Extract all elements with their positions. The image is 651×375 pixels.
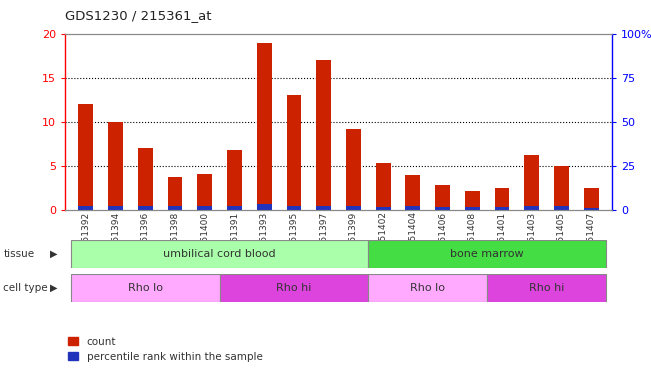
Bar xyxy=(495,207,509,210)
Bar xyxy=(465,192,480,210)
Bar xyxy=(79,104,93,210)
Bar xyxy=(286,96,301,210)
Bar xyxy=(584,208,598,210)
Bar xyxy=(138,206,153,210)
Bar xyxy=(286,206,301,210)
Bar xyxy=(108,207,123,210)
Bar xyxy=(376,163,391,210)
Bar xyxy=(219,274,368,302)
Bar xyxy=(524,206,539,210)
Text: umbilical cord blood: umbilical cord blood xyxy=(163,249,276,259)
Bar xyxy=(138,148,153,210)
Bar xyxy=(376,207,391,210)
Bar xyxy=(465,207,480,210)
Text: ▶: ▶ xyxy=(49,249,57,259)
Text: Rho hi: Rho hi xyxy=(276,283,312,293)
Bar xyxy=(554,166,569,210)
Bar xyxy=(554,206,569,210)
Bar xyxy=(227,150,242,210)
Bar xyxy=(368,240,606,268)
Bar xyxy=(495,188,509,210)
Bar xyxy=(256,43,271,210)
Bar xyxy=(197,174,212,210)
Bar xyxy=(108,122,123,210)
Bar xyxy=(71,274,219,302)
Text: ▶: ▶ xyxy=(49,283,57,292)
Text: Rho lo: Rho lo xyxy=(410,283,445,293)
Bar xyxy=(524,155,539,210)
Text: Rho hi: Rho hi xyxy=(529,283,564,293)
Bar xyxy=(168,207,182,210)
Text: Rho lo: Rho lo xyxy=(128,283,163,293)
Bar xyxy=(316,60,331,210)
Bar xyxy=(435,185,450,210)
Legend: count, percentile rank within the sample: count, percentile rank within the sample xyxy=(64,333,267,366)
Text: cell type: cell type xyxy=(3,283,48,292)
Bar xyxy=(71,240,368,268)
Bar xyxy=(227,206,242,210)
Bar xyxy=(346,129,361,210)
Bar xyxy=(346,207,361,210)
Bar xyxy=(584,188,598,210)
Bar xyxy=(197,207,212,210)
Bar xyxy=(406,175,421,210)
Bar xyxy=(487,274,606,302)
Bar xyxy=(168,177,182,210)
Bar xyxy=(406,207,421,210)
Bar xyxy=(79,206,93,210)
Bar xyxy=(435,207,450,210)
Text: tissue: tissue xyxy=(3,249,35,259)
Text: GDS1230 / 215361_at: GDS1230 / 215361_at xyxy=(65,9,212,22)
Bar xyxy=(368,274,487,302)
Bar xyxy=(316,206,331,210)
Bar xyxy=(256,204,271,210)
Text: bone marrow: bone marrow xyxy=(450,249,524,259)
